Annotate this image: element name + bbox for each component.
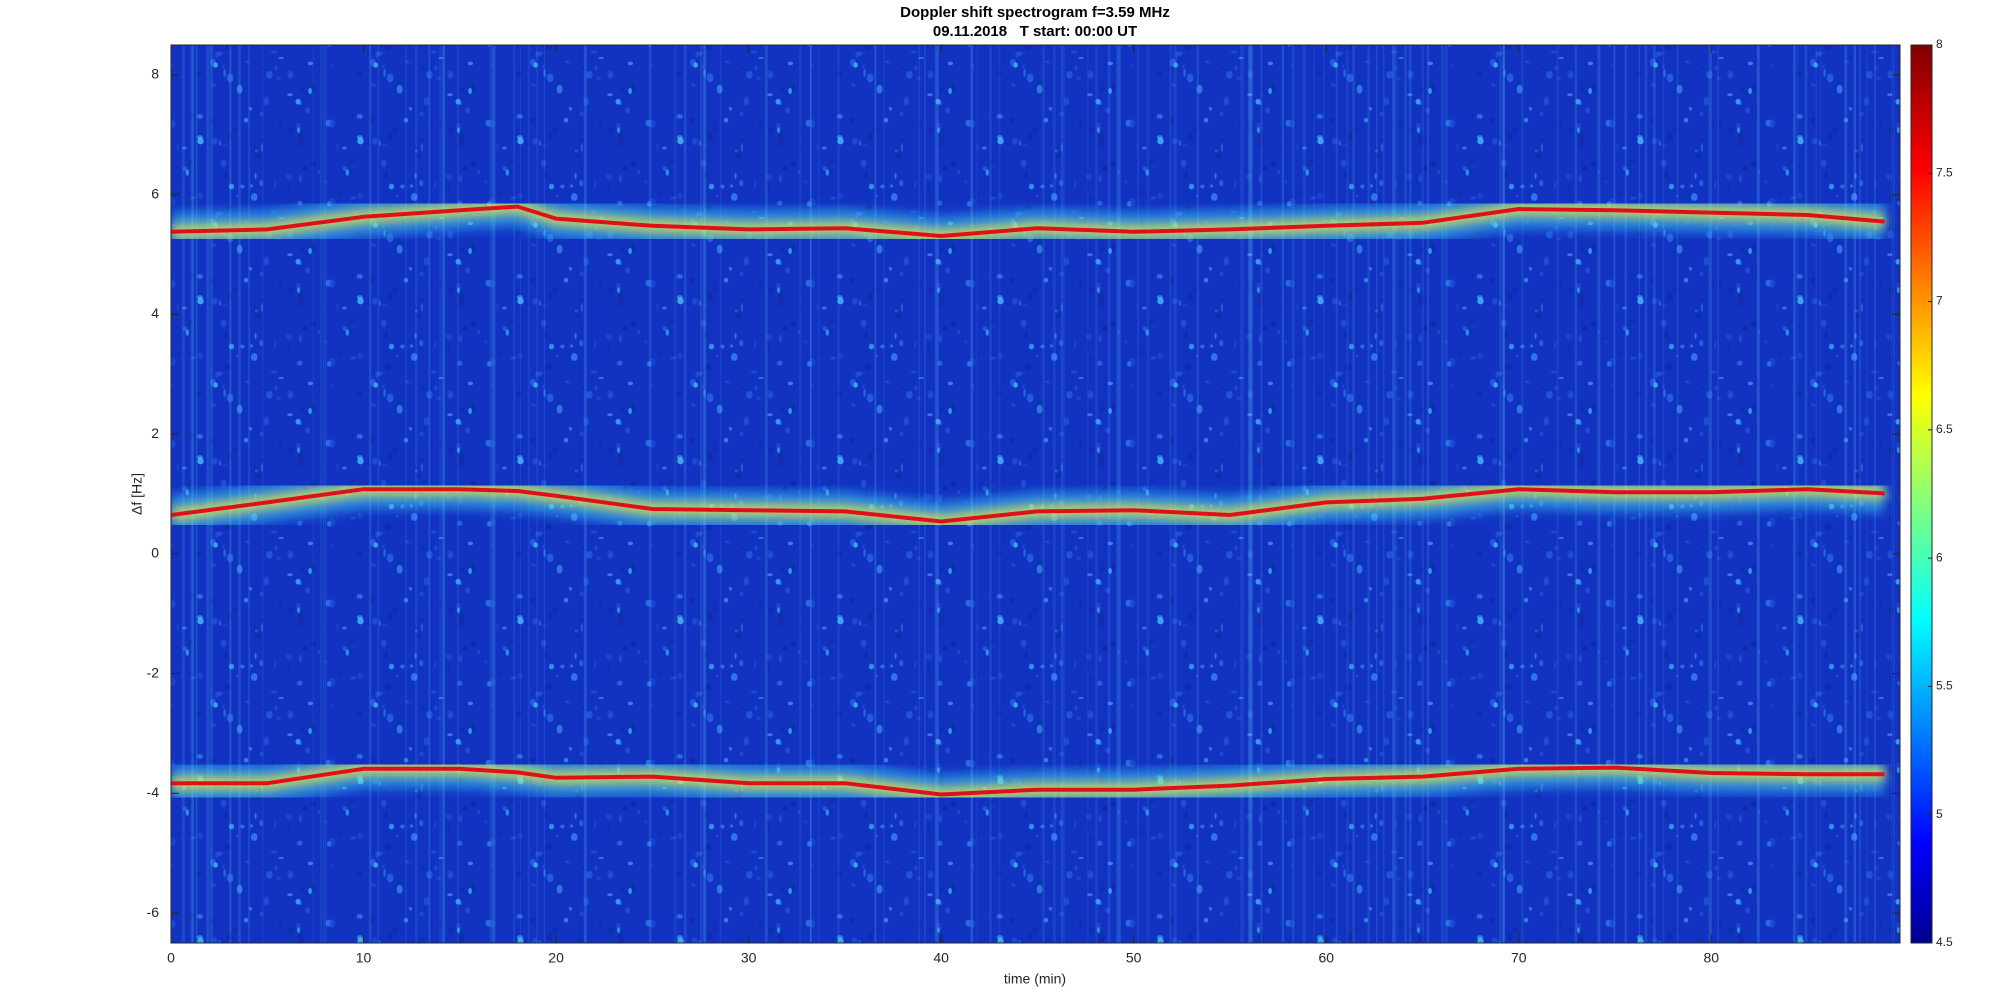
colorbar-tick-label: 7.5: [1936, 165, 1953, 179]
y-tick-label: 6: [151, 185, 159, 201]
x-tick-label: 70: [1511, 950, 1527, 966]
noise-stripe: [924, 45, 926, 943]
x-tick-label: 50: [1126, 950, 1142, 966]
noise-stripe: [936, 45, 939, 943]
y-tick-label: 4: [151, 305, 159, 321]
colorbar-tick-label: 7: [1936, 294, 1943, 308]
chart-title: Doppler shift spectrogram f=3.59 MHz: [900, 4, 1170, 21]
colorbar-tick-label: 8: [1936, 37, 1943, 51]
x-axis-label: time (min): [1004, 971, 1066, 987]
y-axis-label: Δf [Hz]: [129, 473, 145, 515]
y-tick-label: -2: [147, 664, 160, 680]
y-tick-label: 2: [151, 425, 159, 441]
trace: [171, 487, 1885, 524]
x-tick-label: 0: [167, 950, 175, 966]
trace: [171, 204, 1885, 238]
y-tick-label: -6: [147, 904, 160, 920]
noise-stripe: [918, 45, 920, 943]
x-tick-label: 60: [1318, 950, 1334, 966]
noise-stripe: [1892, 45, 1895, 943]
colorbar-tick-label: 5: [1936, 807, 1943, 821]
axes-box: [170, 44, 1901, 944]
noise-stripe: [874, 45, 877, 943]
colorbar: [1910, 44, 1933, 944]
colorbar-tick-label: 6: [1936, 550, 1943, 564]
chart-subtitle: 09.11.2018 T start: 00:00 UT: [933, 23, 1137, 40]
colorbar-tick-label: 4.5: [1936, 935, 1953, 949]
colorbar-tick-label: 6.5: [1936, 422, 1953, 436]
noise-stripe: [1891, 45, 1893, 943]
y-tick-label: -4: [147, 784, 160, 800]
x-tick-label: 30: [741, 950, 757, 966]
x-tick-label: 20: [548, 950, 564, 966]
trace: [171, 765, 1885, 797]
plot-area: [171, 45, 1900, 943]
colorbar-tick-label: 5.5: [1936, 679, 1953, 693]
noise-stripe: [934, 45, 938, 943]
noise-stripe: [970, 45, 974, 943]
x-tick-label: 40: [933, 950, 949, 966]
y-tick-label: 0: [151, 545, 159, 561]
y-tick-label: 8: [151, 66, 159, 82]
x-tick-label: 80: [1704, 950, 1720, 966]
noise-stripe: [989, 45, 992, 943]
x-tick-label: 10: [356, 950, 372, 966]
noise-stripe: [998, 45, 1001, 943]
noise-stripe: [883, 45, 885, 943]
noise-stripe: [976, 45, 978, 943]
